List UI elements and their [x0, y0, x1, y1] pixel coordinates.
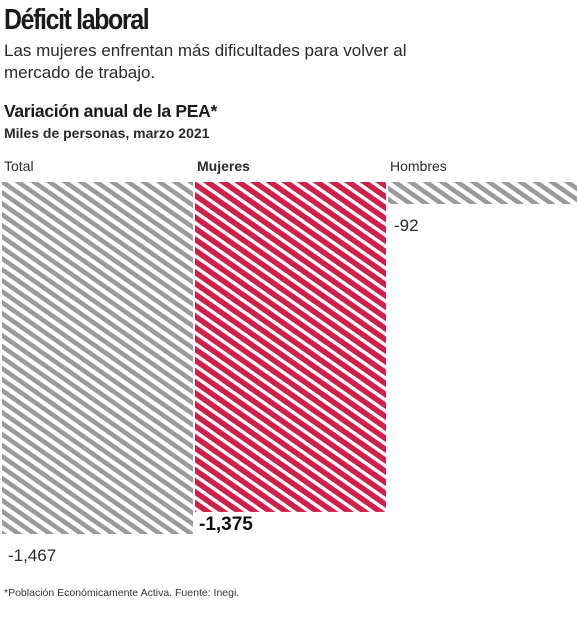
bars-group — [2, 182, 577, 534]
footnote: *Población Económicamente Activa. Fuente… — [4, 587, 240, 599]
value-label-total: -1,467 — [8, 546, 56, 565]
bar-total — [2, 182, 193, 534]
category-label-total: Total — [4, 158, 34, 174]
bar-chart: Total -1,467 Mujeres -1,375 Hombres -92 — [2, 158, 577, 565]
labels-group: Total -1,467 Mujeres -1,375 Hombres -92 — [4, 158, 447, 565]
chart-title: Variación anual de la PEA* — [4, 101, 217, 121]
value-label-mujeres: -1,375 — [199, 514, 253, 535]
category-label-hombres: Hombres — [390, 158, 447, 174]
bar-mujeres — [195, 182, 386, 512]
chart-subtitle: Miles de personas, marzo 2021 — [4, 125, 210, 141]
headline: Déficit laboral — [4, 4, 150, 36]
bar-hombres — [388, 182, 577, 205]
value-label-hombres: -92 — [394, 216, 419, 235]
deck: Las mujeres enfrentan más dificultades p… — [4, 41, 407, 82]
category-label-mujeres: Mujeres — [197, 158, 250, 174]
